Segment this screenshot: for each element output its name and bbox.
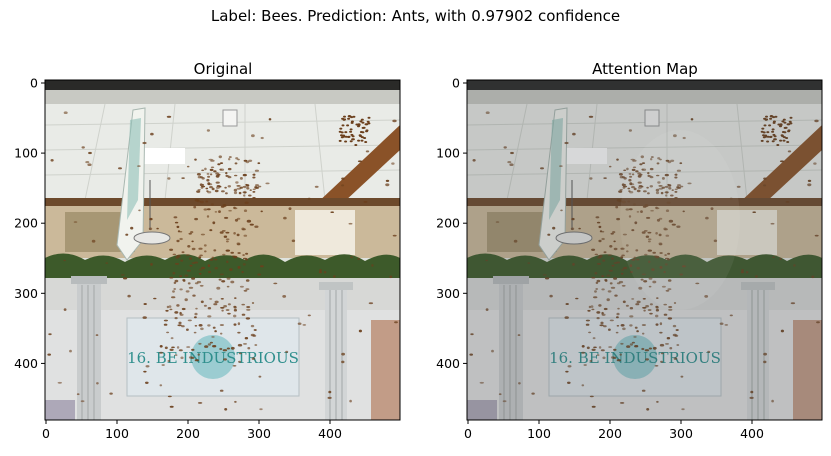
attention-xtick-label: 100	[527, 426, 551, 441]
original-ytick-label: 0	[30, 76, 38, 91]
original-ytick-label: 200	[14, 216, 38, 231]
original-xtick-label: 200	[176, 426, 200, 441]
original-xtick-label: 0	[42, 426, 50, 441]
original-ytick-label: 400	[14, 356, 38, 371]
attention-xtick-label: 200	[598, 426, 622, 441]
attention-xtick-label: 0	[464, 426, 472, 441]
attention-map-image	[467, 80, 822, 420]
original-ytick-label: 300	[14, 286, 38, 301]
original-axes-frame	[44, 79, 401, 421]
attention-ytick-label: 100	[436, 146, 460, 161]
original-ytick-label: 100	[14, 146, 38, 161]
attention-ytick-label: 0	[452, 76, 460, 91]
attention-ytick-label: 300	[436, 286, 460, 301]
attention-axes-frame	[466, 79, 823, 421]
original-image	[45, 80, 400, 420]
figure-suptitle: Label: Bees. Prediction: Ants, with 0.97…	[210, 7, 621, 25]
original-xtick-label: 400	[318, 426, 342, 441]
axis-ticks: 0 100 200 300 400 0 100 200 300 400 0 100 200 300 400 0…	[14, 76, 764, 442]
original-xtick-label: 100	[105, 426, 129, 441]
panel-title-original: Original	[193, 60, 253, 78]
panel-title-attention-map: Attention Map	[592, 60, 698, 78]
attention-ytick-label: 400	[436, 356, 460, 371]
attention-ytick-label: 200	[436, 216, 460, 231]
attention-xtick-label: 300	[669, 426, 693, 441]
attention-xtick-label: 400	[740, 426, 764, 441]
original-xtick-label: 300	[247, 426, 271, 441]
